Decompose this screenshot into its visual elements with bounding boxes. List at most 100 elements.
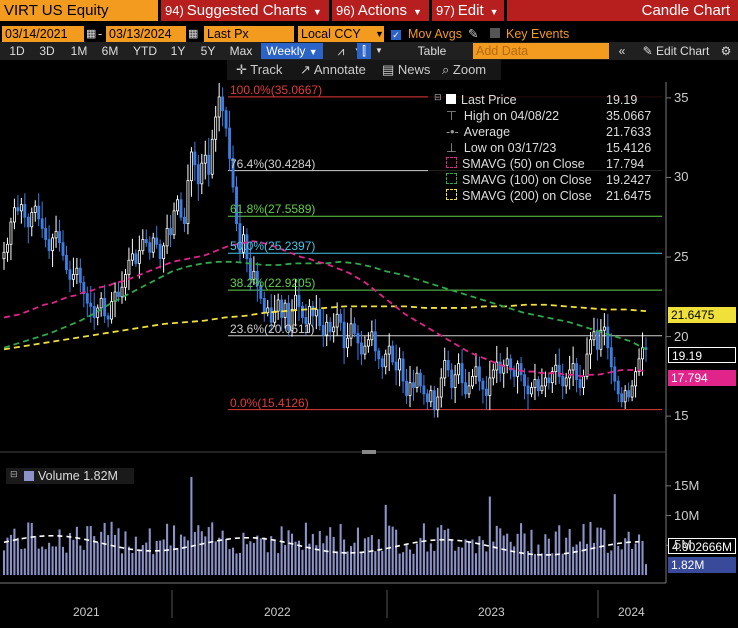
suggested-charts-menu[interactable]: 94) Suggested Charts ▼: [161, 0, 329, 21]
candle-body: [332, 326, 336, 333]
candle-body: [26, 216, 30, 228]
zoom-6m[interactable]: 6M: [101, 44, 119, 58]
end-date-field[interactable]: 03/13/2024: [106, 26, 186, 42]
mov-avgs-label[interactable]: Mov Avgs: [408, 27, 462, 41]
key-events-label[interactable]: Key Events: [506, 27, 570, 41]
zoom-3d[interactable]: 3D: [39, 44, 55, 58]
fib-label: 100.0%(35.0667): [230, 82, 323, 97]
volume-bar: [388, 525, 391, 575]
volume-bar: [495, 525, 498, 575]
candle-body: [189, 151, 193, 182]
volume-bar: [20, 549, 23, 575]
candle-body: [99, 297, 103, 309]
pencil-icon[interactable]: ✎: [468, 27, 479, 41]
candle-body: [630, 385, 634, 398]
candle-body: [231, 157, 235, 188]
start-date-field[interactable]: 03/14/2021: [2, 26, 84, 42]
legend-average: -•- Average: [446, 124, 510, 140]
volume-bar: [370, 535, 373, 575]
zoom-1y[interactable]: 1Y: [170, 44, 186, 58]
volume-bar: [65, 552, 68, 575]
collapse-icon[interactable]: «: [618, 44, 626, 58]
candle-body: [127, 259, 131, 275]
candle-body: [9, 221, 13, 245]
candle-body: [620, 393, 624, 403]
volume-bar: [30, 522, 33, 575]
candle-body: [228, 127, 232, 159]
candle-body: [120, 286, 124, 298]
currency-select[interactable]: Local CCY: [298, 26, 374, 42]
field-select[interactable]: Last Px: [204, 26, 294, 42]
volume-bar: [530, 529, 533, 575]
volume-bar: [16, 537, 19, 575]
candle-body: [384, 353, 388, 368]
candle-body: [398, 358, 402, 371]
volume-bar: [232, 547, 235, 575]
volume-bar: [290, 533, 294, 575]
zoom-max[interactable]: Max: [229, 44, 253, 58]
table-button[interactable]: Table: [417, 44, 447, 58]
zoom-5y[interactable]: 5Y: [200, 44, 216, 58]
collapse-icon[interactable]: ⊟: [434, 92, 442, 102]
candle-body: [301, 305, 304, 318]
volume-bar: [336, 551, 339, 575]
gear-icon[interactable]: ⚙: [720, 44, 732, 58]
candle-body: [318, 309, 322, 326]
volume-bar: [408, 549, 412, 575]
volume-bar: [155, 541, 158, 575]
candle-body: [186, 180, 190, 225]
volume-bar: [34, 536, 37, 575]
candle-body: [82, 282, 86, 295]
news-button[interactable]: ▤ News: [382, 61, 434, 79]
key-events-checkbox[interactable]: [490, 26, 504, 42]
volume-bar: [48, 542, 51, 575]
annotate-label: Annotate: [313, 62, 366, 77]
zoom-1m[interactable]: 1M: [70, 44, 88, 58]
candle-body: [207, 154, 211, 175]
volume-bar: [249, 541, 252, 575]
volume-bar: [561, 553, 564, 575]
candle-body: [408, 382, 412, 396]
zoom-button[interactable]: ⌕ Zoom: [442, 61, 498, 79]
candle-body: [366, 339, 370, 347]
legend-swatch: [446, 173, 457, 184]
candle-body: [255, 270, 259, 287]
zoom-ytd[interactable]: YTD: [133, 44, 157, 58]
line-chart-icon[interactable]: ⩘: [337, 44, 345, 58]
volume-bar: [488, 496, 491, 575]
volume-bar: [474, 553, 477, 575]
collapse-icon[interactable]: ⊟: [10, 469, 18, 479]
chevron-down-icon[interactable]: ▼: [375, 46, 383, 55]
add-data-input[interactable]: Add Data: [473, 43, 609, 59]
low-marker-icon: ⊥: [446, 141, 457, 155]
volume-bar: [13, 528, 16, 575]
legend-value: 19.2427: [606, 173, 652, 187]
candle-body: [415, 372, 419, 388]
volume-bar: [6, 537, 9, 575]
period-select[interactable]: Weekly ▼: [261, 43, 323, 59]
volume-bar: [349, 546, 353, 575]
edit-chart-button[interactable]: ✎ Edit Chart: [636, 43, 716, 59]
volume-bar: [179, 534, 183, 575]
zoom-1d[interactable]: 1D: [9, 44, 25, 58]
candle-body: [526, 385, 530, 395]
candle-body: [141, 239, 145, 252]
candle-body: [564, 377, 568, 387]
track-button[interactable]: ✛ Track: [236, 61, 292, 79]
volume-bar: [58, 529, 61, 575]
volume-bar: [114, 534, 117, 575]
edit-menu[interactable]: 97) Edit ▼: [432, 0, 504, 21]
candle-body: [203, 154, 207, 164]
candle-body: [16, 207, 20, 212]
actions-menu[interactable]: 96) Actions ▼: [332, 0, 429, 21]
candle-body: [595, 331, 599, 350]
calendar-icon[interactable]: ▦: [188, 28, 199, 40]
mov-avgs-checkbox[interactable]: ✓: [391, 30, 401, 40]
candle-icon[interactable]: ⫿: [357, 43, 371, 59]
annotate-button[interactable]: ↗ Annotate: [300, 61, 374, 79]
calendar-icon[interactable]: ▦: [86, 28, 97, 40]
ticker-field[interactable]: VIRT US Equity: [0, 0, 158, 21]
candle-body: [575, 363, 579, 380]
chevron-down-icon[interactable]: ▼: [374, 26, 384, 42]
